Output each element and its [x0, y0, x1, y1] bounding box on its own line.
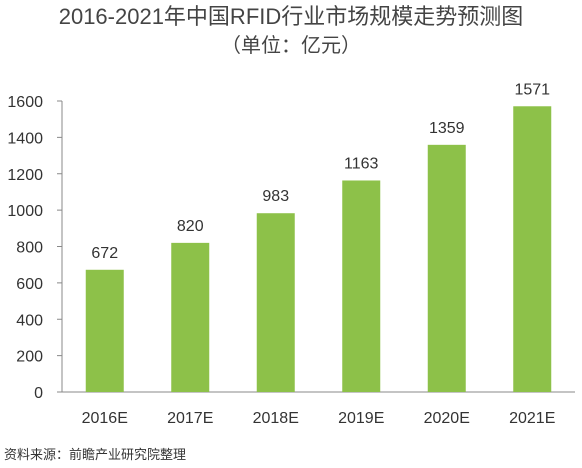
- y-tick-label: 0: [34, 385, 43, 402]
- y-tick-label: 400: [16, 312, 43, 329]
- y-tick-label: 800: [16, 240, 43, 257]
- y-tick-label: 1600: [7, 94, 43, 111]
- data-label-2021E: 1571: [514, 81, 550, 98]
- x-tick-label-2018E: 2018E: [253, 410, 299, 427]
- y-tick-label: 600: [16, 276, 43, 293]
- chart-subtitle: （单位：亿元）: [221, 35, 361, 57]
- y-axis: 0 200 400 600 800 1000 1200 1400 1600: [7, 94, 63, 402]
- y-tick-label: 1200: [7, 167, 43, 184]
- x-tick-label-2020E: 2020E: [424, 410, 470, 427]
- data-label-2017E: 820: [177, 218, 204, 235]
- x-tick-label-2019E: 2019E: [338, 410, 384, 427]
- x-tick-labels: 2016E 2017E 2018E 2019E 2020E 2021E: [82, 410, 556, 427]
- source-note: 资料来源：前瞻产业研究院整理: [4, 447, 187, 462]
- bars: [85, 106, 552, 392]
- data-label-2016E: 672: [91, 245, 118, 262]
- bar-2021E: [513, 106, 552, 392]
- data-label-2020E: 1359: [429, 120, 465, 137]
- bar-2020E: [427, 144, 466, 392]
- bar-2017E: [171, 242, 210, 392]
- x-tick-label-2021E: 2021E: [509, 410, 555, 427]
- x-tick-label-2017E: 2017E: [167, 410, 213, 427]
- data-label-2018E: 983: [262, 188, 289, 205]
- bar-2016E: [85, 269, 124, 392]
- y-tick-label: 1400: [7, 130, 43, 147]
- chart-title: 2016-2021年中国RFID行业市场规模走势预测图: [58, 4, 524, 29]
- y-tick-label: 1000: [7, 203, 43, 220]
- data-label-2019E: 1163: [344, 155, 379, 172]
- data-labels: 672 820 983 1163 1359 1571: [91, 81, 550, 262]
- bar-2018E: [256, 213, 295, 392]
- x-axis: 2016E 2017E 2018E 2019E 2020E 2021E: [62, 391, 575, 427]
- y-tick-label: 200: [16, 349, 43, 366]
- y-tick-labels: 0 200 400 600 800 1000 1200 1400 1600: [7, 94, 62, 402]
- bar-2019E: [342, 180, 381, 392]
- x-tick-label-2016E: 2016E: [82, 410, 128, 427]
